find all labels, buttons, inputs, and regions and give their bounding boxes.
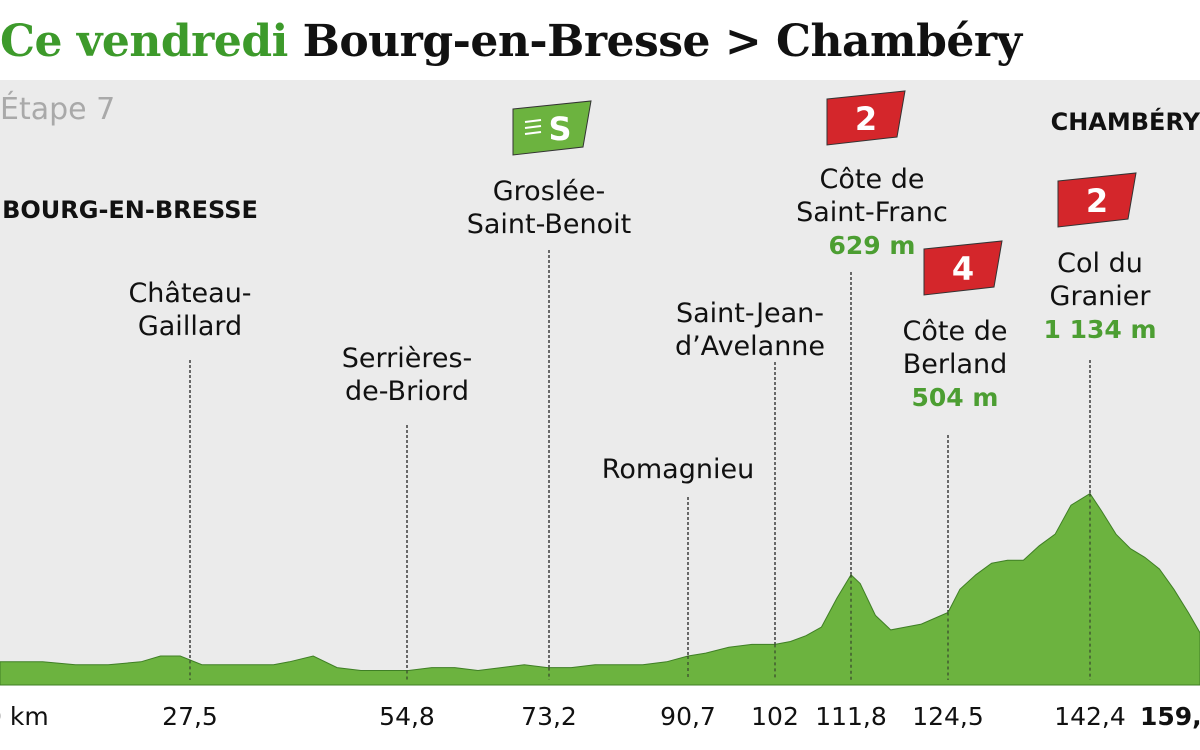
x-tick-label: 142,4 (1054, 702, 1126, 731)
x-tick-label: 102 (751, 702, 799, 731)
x-tick-label: 124,5 (912, 702, 984, 731)
place-label: Côte de (820, 164, 925, 195)
place-label: Berland (903, 349, 1008, 380)
x-tick-label: 90,7 (660, 702, 716, 731)
x-tick-label: 73,2 (521, 702, 577, 731)
flag-label: 2 (1086, 182, 1108, 220)
place-label: Granier (1050, 281, 1152, 312)
page-title: Ce vendredi Bourg-en-Bresse > Chambéry (0, 12, 1022, 72)
elevation-area (0, 492, 1200, 686)
speed-line (524, 125, 542, 129)
x-tick-label: 27,5 (162, 702, 218, 731)
place-label: d’Avelanne (675, 331, 825, 362)
speed-line (524, 119, 542, 123)
x-tick-label: 111,8 (815, 702, 887, 731)
x-tick-label: 159, (1140, 702, 1200, 731)
place-altitude: 1 134 m (1043, 315, 1156, 344)
place-altitude: 504 m (912, 383, 999, 412)
place-label: Gaillard (138, 311, 242, 342)
place-label: Côte de (903, 316, 1008, 347)
flag-label: 2 (855, 100, 877, 138)
place-label: Saint-Benoit (467, 209, 632, 240)
climb-category-flag-icon (923, 240, 1003, 296)
place-label: Col du (1057, 248, 1143, 279)
place-label: Groslée- (493, 176, 605, 207)
flag-label: S (548, 110, 571, 148)
place-label: Château- (128, 278, 251, 309)
speed-line (524, 131, 542, 135)
place-label: BOURG-EN-BRESSE (2, 196, 258, 224)
title-route: Bourg-en-Bresse > Chambéry (302, 16, 1022, 67)
place-label: Serrières- (342, 343, 473, 374)
x-tick-label: 0 km (0, 702, 49, 731)
flag-label: 4 (952, 250, 974, 288)
place-label: de-Briord (345, 376, 469, 407)
place-label: Saint-Jean- (676, 298, 824, 329)
place-label: Romagnieu (602, 454, 754, 485)
climb-category-flag-icon (826, 90, 906, 146)
climb-category-flag-icon (1057, 172, 1137, 228)
place-label: CHAMBÉRY (1051, 107, 1200, 136)
sprint-flag-icon (512, 100, 592, 156)
stage-label: Étape 7 (0, 92, 116, 127)
place-altitude: 629 m (829, 231, 916, 260)
title-day: Ce vendredi (0, 16, 288, 67)
x-tick-label: 54,8 (379, 702, 435, 731)
place-label: Saint-Franc (796, 197, 948, 228)
